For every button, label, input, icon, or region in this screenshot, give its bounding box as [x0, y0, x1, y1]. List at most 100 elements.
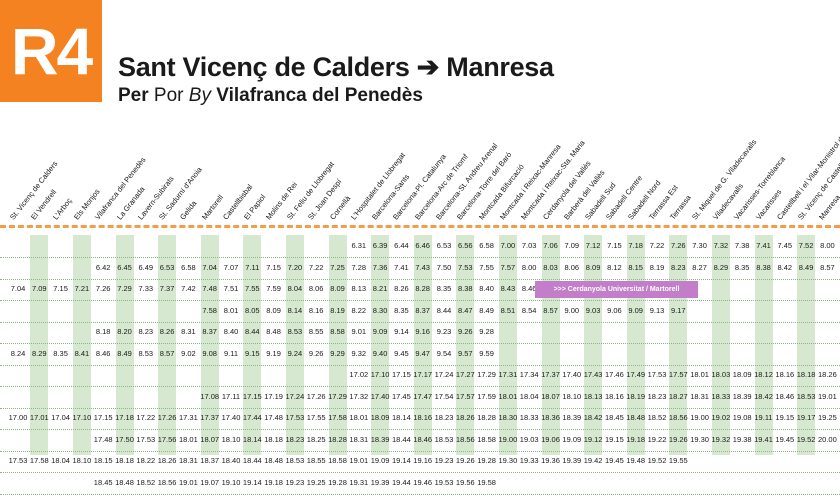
table-row: 7.58 8.01 8.05 8.09 8.14 8.16 8.19 8.22 8.30 8.35…: [0, 300, 840, 323]
time-cell: 19.26: [668, 434, 688, 444]
table-row: 17.02 17.10 17.15 17.17 17.24 17.27 17.29 17.31…: [0, 364, 840, 387]
time-cell: 18.23: [285, 434, 305, 444]
time-cell: 7.21: [74, 284, 90, 293]
time-cell: 17.26: [306, 391, 326, 401]
time-cell: 19.15: [605, 434, 624, 444]
time-cell: 17.53: [285, 413, 305, 422]
time-cell: 19.39: [562, 456, 582, 465]
time-cell: 17.58: [328, 413, 347, 422]
time-cell: 7.22: [308, 262, 324, 272]
column-stripe: [158, 235, 177, 455]
time-cell: 6.39: [372, 241, 388, 250]
timetable-grid: 6.31 6.39 6.44 6.46 6.53 6.56 6.58 7.00 7.03 7.06…: [0, 235, 840, 495]
time-cell: 19.18: [264, 477, 283, 487]
time-cell: 7.07: [223, 262, 239, 272]
time-cell: 7.57: [500, 262, 516, 272]
time-cell: 7.55: [479, 262, 494, 272]
time-cell: 18.25: [306, 434, 326, 444]
time-cell: 9.14: [394, 327, 409, 336]
time-cell: 6.46: [415, 241, 430, 250]
time-cell: 17.45: [392, 391, 411, 401]
time-cell: 17.11: [221, 391, 241, 401]
time-cell: 19.15: [775, 413, 795, 422]
time-cell: 19.32: [711, 434, 731, 444]
time-cell: 18.14: [392, 413, 411, 422]
time-cell: 18.26: [455, 413, 475, 422]
time-cell: 18.10: [72, 456, 92, 465]
column-stripe: [413, 235, 432, 455]
time-cell: 19.48: [626, 456, 646, 465]
time-cell: 7.41: [756, 241, 771, 250]
time-cell: 19.06: [541, 434, 560, 444]
time-cell: 18.52: [647, 413, 667, 422]
time-cell: 7.36: [372, 262, 388, 272]
time-cell: 18.42: [754, 391, 773, 401]
time-cell: 17.37: [541, 370, 560, 379]
time-cell: 19.28: [328, 477, 347, 487]
time-cell: 19.23: [285, 477, 305, 487]
column-stripe: [115, 235, 134, 455]
time-cell: 18.01: [349, 413, 369, 422]
time-cell: 7.26: [95, 284, 111, 293]
time-cell: 8.31: [181, 327, 196, 336]
time-cell: 8.58: [330, 327, 345, 336]
time-cell: 8.18: [95, 327, 111, 336]
time-cell: 18.16: [605, 391, 624, 401]
time-cell: 7.00: [500, 241, 516, 250]
time-cell: 17.29: [328, 391, 347, 401]
time-cell: 17.31: [179, 413, 198, 422]
time-cell: 18.48: [626, 413, 646, 422]
time-cell: 9.17: [670, 305, 686, 315]
time-cell: 7.04: [202, 262, 217, 272]
destination-station: Manresa: [446, 52, 554, 82]
time-cell: 8.57: [543, 305, 558, 315]
time-cell: 17.40: [221, 413, 241, 422]
time-cell: 18.44: [242, 456, 262, 465]
time-cell: 8.54: [521, 305, 537, 315]
time-cell: 19.41: [754, 434, 773, 444]
time-cell: 17.56: [157, 434, 177, 444]
time-cell: 8.55: [308, 327, 324, 336]
time-cell: 18.07: [200, 434, 220, 444]
time-cell: 7.58: [202, 305, 217, 315]
column-stripe: [456, 235, 475, 455]
time-cell: 6.49: [138, 262, 154, 272]
via-label-by: By: [188, 85, 211, 106]
time-cell: 8.35: [394, 305, 409, 315]
time-cell: 19.10: [221, 477, 241, 487]
time-cell: 8.22: [351, 305, 367, 315]
time-cell: 18.48: [115, 477, 134, 487]
time-cell: 17.29: [477, 370, 496, 379]
time-cell: 18.04: [519, 391, 539, 401]
orange-dashed-divider: [0, 225, 840, 228]
table-row: 8.24 8.29 8.35 8.41 8.46 8.49 8.53 8.57 9.02 9.08…: [0, 343, 840, 366]
time-cell: 7.15: [53, 284, 68, 293]
time-cell: 8.14: [287, 305, 303, 315]
time-cell: 9.01: [351, 327, 367, 336]
time-cell: 18.23: [434, 413, 454, 422]
station-header: L'Arboç: [50, 196, 74, 222]
time-cell: 8.35: [734, 262, 750, 272]
time-cell: 17.37: [200, 413, 220, 422]
station-headers: St. Vicenç de Calders El Vendrell L'Arboç E…: [0, 0, 840, 240]
time-cell: 7.41: [394, 262, 409, 272]
column-stripe: [711, 235, 730, 455]
time-cell: 18.37: [200, 456, 220, 465]
time-cell: 8.48: [266, 327, 281, 336]
time-cell: 18.18: [796, 370, 816, 379]
time-cell: 17.46: [605, 370, 624, 379]
time-cell: 18.01: [690, 370, 709, 379]
time-cell: 8.00: [521, 262, 537, 272]
time-cell: 6.45: [117, 262, 132, 272]
time-cell: 8.29: [713, 262, 729, 272]
time-cell: 9.09: [372, 327, 388, 336]
time-cell: 8.46: [521, 284, 537, 293]
time-cell: 19.25: [306, 477, 326, 487]
time-cell: 19.39: [370, 477, 390, 487]
column-stripe: [30, 235, 49, 455]
time-cell: 19.58: [477, 477, 496, 487]
time-cell: 19.25: [818, 413, 837, 422]
time-cell: 18.53: [434, 434, 454, 444]
time-cell: 6.53: [436, 241, 452, 250]
time-cell: 18.45: [605, 413, 624, 422]
